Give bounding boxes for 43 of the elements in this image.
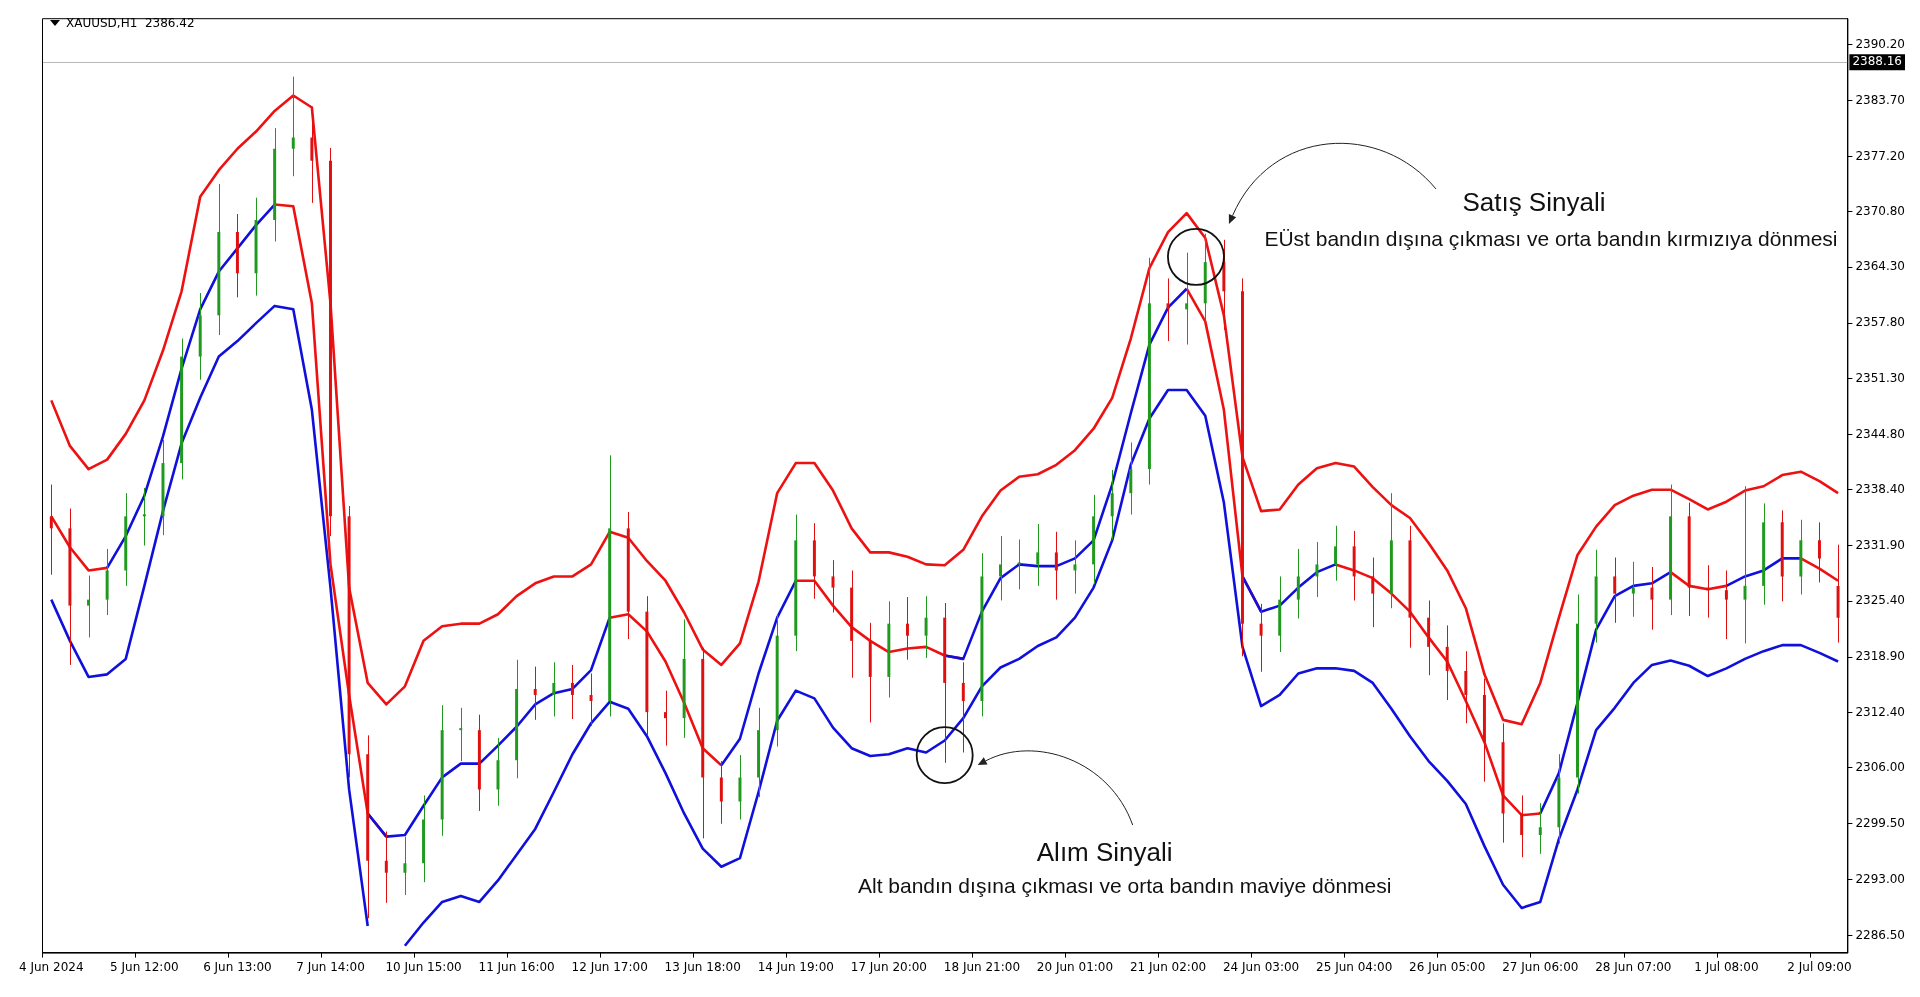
x-tick-label: 24 Jun 03:00 — [1222, 959, 1300, 974]
x-tick-label: 5 Jun 12:00 — [110, 959, 179, 974]
x-tick-label: 12 Jun 17:00 — [571, 959, 648, 974]
x-tick-label: 28 Jun 07:00 — [1595, 959, 1672, 974]
chart-title: XAUUSD,H1 2386.42 — [66, 16, 195, 30]
y-tick-label: 2318.90 — [1855, 649, 1905, 664]
x-tick-label: 4 Jun 2024 — [19, 959, 84, 974]
y-tick-label: 2370.80 — [1855, 203, 1905, 218]
x-tick-label: 20 Jun 01:00 — [1036, 959, 1114, 974]
y-tick-label: 2306.00 — [1855, 760, 1905, 775]
y-tick-label: 2286.50 — [1855, 927, 1905, 942]
x-tick-label: 14 Jun 19:00 — [757, 959, 834, 974]
y-tick-label: 2325.40 — [1855, 593, 1905, 608]
y-tick-label: 2293.00 — [1855, 871, 1905, 886]
annotation: Alım Sinyali — [1036, 836, 1173, 868]
x-tick-label: 25 Jun 04:00 — [1316, 959, 1393, 974]
y-tick-label: 2331.90 — [1855, 537, 1905, 552]
ref-line-label: 2388.16 — [1852, 54, 1902, 69]
x-tick-label: 13 Jun 18:00 — [664, 959, 741, 974]
x-tick-label: 21 Jun 02:00 — [1129, 959, 1207, 974]
y-tick-label: 2383.70 — [1855, 92, 1905, 107]
x-tick-label: 18 Jun 21:00 — [943, 959, 1021, 974]
y-tick-label: 2357.80 — [1855, 315, 1905, 330]
x-tick-label: 27 Jun 06:00 — [1502, 959, 1579, 974]
annotation: Alt bandın dışına çıkması ve orta bandın maviye dönmesi — [857, 874, 1392, 899]
y-tick-label: 2390.20 — [1855, 36, 1905, 51]
x-tick-label: 26 Jun 05:00 — [1409, 959, 1486, 974]
y-tick-label: 2364.30 — [1855, 259, 1905, 274]
x-tick-label: 10 Jun 15:00 — [385, 959, 462, 974]
y-tick-label: 2351.30 — [1855, 371, 1905, 386]
y-tick-label: 2299.50 — [1855, 815, 1905, 830]
x-tick-label: 2 Jul 09:00 — [1787, 959, 1852, 974]
x-tick-label: 6 Jun 13:00 — [203, 959, 272, 974]
x-tick-label: 7 Jun 14:00 — [296, 959, 365, 974]
y-tick-label: 2312.40 — [1855, 705, 1905, 720]
y-tick-label: 2338.40 — [1855, 481, 1905, 496]
annotation: EÜst bandın dışına çıkması ve orta bandın kırmızıya dönmesi — [1264, 226, 1838, 251]
x-tick-label: 1 Jul 08:00 — [1694, 959, 1759, 974]
x-tick-label: 17 Jun 20:00 — [850, 959, 927, 974]
annotation: Satış Sinyali — [1462, 186, 1606, 218]
y-tick-label: 2377.20 — [1855, 148, 1905, 163]
x-tick-label: 11 Jun 16:00 — [478, 959, 555, 974]
y-tick-label: 2344.80 — [1855, 426, 1905, 441]
